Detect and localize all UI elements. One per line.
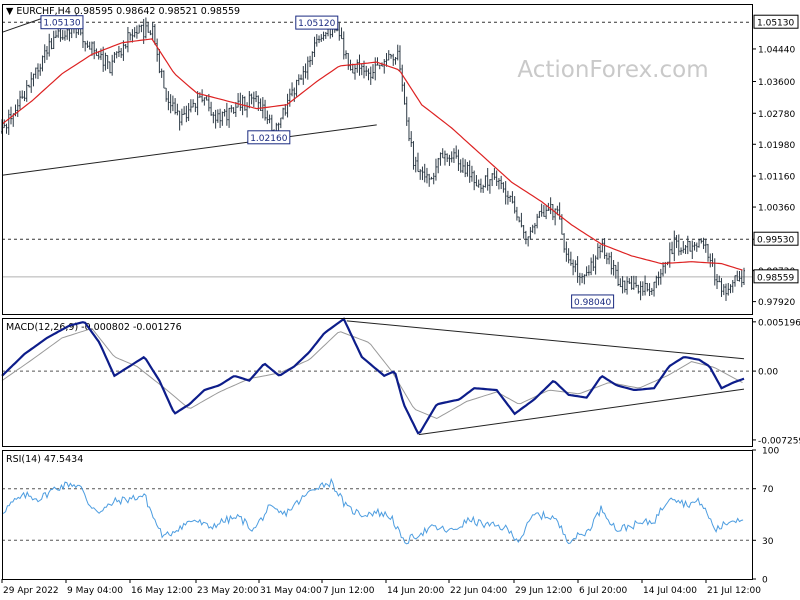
- price-annotation-label: 1.05120: [298, 19, 335, 29]
- rsi-y-tick-label: 30: [762, 537, 774, 547]
- price-header: ▼ EURCHF,H4 0.98595 0.98642 0.98521 0.98…: [6, 6, 240, 17]
- x-axis-tick-label: 7 Jun 12:00: [323, 586, 375, 596]
- macd-y-tick-label: -0.007259: [758, 436, 800, 446]
- x-axis-tick-label: 22 Jun 04:00: [450, 586, 507, 596]
- x-axis-tick-label: 23 May 20:00: [197, 586, 259, 596]
- macd-y-tick-label: 0.005196: [758, 318, 800, 328]
- macd-panel-frame: [2, 318, 753, 447]
- price-y-tick-label: 1.03600: [758, 78, 795, 88]
- price-level-tag: [753, 14, 799, 29]
- support-trend-line: [1, 124, 377, 176]
- x-axis-tick-label: 29 Apr 2022: [3, 586, 59, 596]
- x-axis-tick-label: 29 Jun 12:00: [515, 586, 572, 596]
- rsi-header: RSI(14) 47.5434: [6, 454, 83, 465]
- price-y-tick-label: 1.01160: [758, 173, 795, 183]
- price-annotation-box: [247, 130, 291, 145]
- price-panel-frame: [2, 4, 753, 315]
- watermark-text: ActionForex.com: [517, 57, 708, 83]
- macd-header: MACD(12,26,9) -0.000802 -0.001276: [6, 322, 182, 333]
- price-annotation-box: [40, 15, 84, 30]
- moving-average-line: [1, 38, 743, 271]
- x-axis-tick-label: 16 May 12:00: [131, 586, 193, 596]
- price-level-tag-label: 0.98559: [757, 273, 794, 283]
- macd-signal-line: [1, 327, 743, 420]
- x-axis-tick-label: 21 Jul 12:00: [707, 586, 761, 596]
- price-annotation-label: 1.05130: [43, 19, 80, 29]
- x-axis-tick-label: 31 May 04:00: [260, 586, 322, 596]
- rsi-panel-frame: [2, 450, 753, 580]
- rsi-line: [1, 477, 744, 545]
- price-level-tag-label: 0.99530: [757, 236, 794, 246]
- macd-upper-trend-line: [346, 320, 745, 360]
- price-y-tick-label: 0.97920: [758, 298, 795, 308]
- macd-line: [1, 317, 745, 435]
- x-axis-tick-label: 14 Jul 04:00: [643, 586, 697, 596]
- price-level-tag: [753, 269, 799, 284]
- x-axis-tick-label: 14 Jun 20:00: [387, 586, 444, 596]
- price-y-tick-label: 1.04440: [758, 45, 795, 55]
- macd-lower-trend-line: [418, 388, 745, 436]
- x-axis-tick-label: 9 May 04:00: [67, 586, 123, 596]
- x-axis-tick-label: 6 Jul 20:00: [579, 586, 628, 596]
- price-level-tag-label: 1.05130: [757, 19, 794, 29]
- macd-y-tick-label: 0.00: [758, 368, 778, 378]
- rsi-y-tick-label: 0: [762, 576, 768, 586]
- price-bars: [1, 13, 745, 301]
- price-annotation-label: 0.98040: [574, 298, 611, 308]
- price-annotation-box: [295, 15, 339, 30]
- rsi-y-tick-label: 100: [762, 447, 779, 457]
- rsi-y-tick-label: 70: [762, 485, 774, 495]
- price-annotation-label: 1.02160: [250, 134, 287, 144]
- price-annotation-box: [571, 294, 615, 309]
- price-y-tick-label: 1.01980: [758, 141, 795, 151]
- price-level-tag: [753, 231, 799, 246]
- price-y-tick-label: 1.02780: [758, 110, 795, 120]
- price-y-tick-label: 1.00360: [758, 204, 795, 214]
